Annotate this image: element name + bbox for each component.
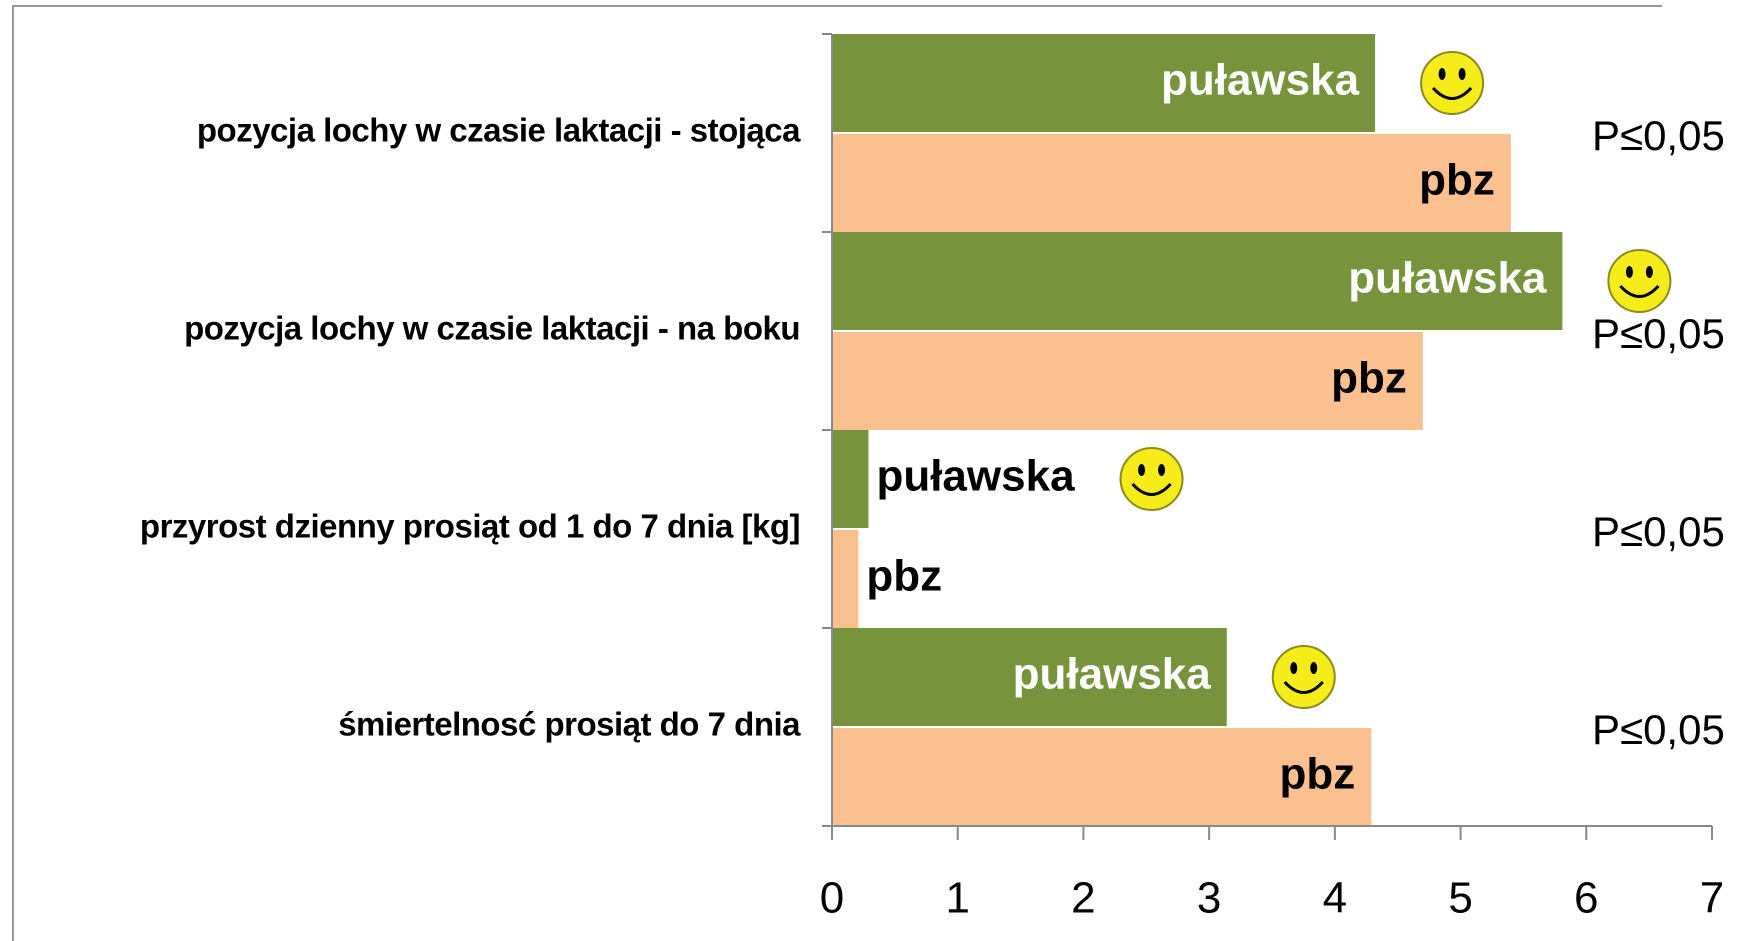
bar xyxy=(832,530,859,628)
smiley-mouth xyxy=(1131,482,1172,496)
bar-label: puławska xyxy=(876,452,1075,501)
category-label: śmiertelnosć prosiąt do 7 dnia xyxy=(338,706,801,743)
category-label: przyrost dzienny prosiąt od 1 do 7 dnia … xyxy=(140,508,800,545)
bar-label: pbz xyxy=(1280,750,1356,799)
bar-label: pbz xyxy=(1331,354,1407,403)
smiley-face xyxy=(1420,51,1485,115)
smiley-eye xyxy=(1645,266,1653,278)
bar xyxy=(832,728,1372,826)
smiley-mouth xyxy=(1431,86,1473,100)
smiley-eye xyxy=(1158,464,1166,476)
x-tick-label: 3 xyxy=(1197,874,1221,923)
smiley-face xyxy=(1271,645,1336,709)
x-tick-label: 7 xyxy=(1700,874,1724,923)
smiley-eye xyxy=(1458,68,1466,80)
smiley-eye xyxy=(1138,464,1146,476)
x-tick-label: 1 xyxy=(945,874,969,923)
bar-label: puławska xyxy=(1161,56,1360,105)
x-tick-label: 0 xyxy=(820,874,844,923)
smiley-mouth xyxy=(1283,680,1324,694)
bar-label: puławska xyxy=(1013,650,1212,699)
x-tick-label: 4 xyxy=(1323,874,1347,923)
bar xyxy=(832,332,1423,430)
smiley-icon xyxy=(1607,249,1672,313)
bar-label: puławska xyxy=(1348,254,1547,303)
x-tick-label: 5 xyxy=(1448,874,1472,923)
smiley-face xyxy=(1607,249,1672,313)
smiley-eye xyxy=(1438,68,1446,80)
x-tick-label: 2 xyxy=(1071,874,1095,923)
smiley-icon xyxy=(1271,645,1336,709)
bar xyxy=(832,134,1511,232)
smiley-icon xyxy=(1119,447,1184,511)
smiley-eye xyxy=(1290,662,1298,674)
category-label: pozycja lochy w czasie laktacji - na bok… xyxy=(184,310,800,347)
smiley-face xyxy=(1119,447,1184,511)
bar xyxy=(832,430,869,528)
smiley-eye xyxy=(1310,662,1318,674)
annotation: P≤0,05 xyxy=(1592,310,1725,357)
smiley-eye xyxy=(1625,266,1633,278)
frame xyxy=(12,5,1662,941)
smiley-mouth xyxy=(1619,284,1660,298)
x-tick-label: 6 xyxy=(1574,874,1598,923)
bar xyxy=(832,628,1227,726)
bar xyxy=(832,34,1376,132)
annotation: P≤0,05 xyxy=(1592,112,1725,159)
smiley-icon xyxy=(1420,51,1485,115)
bar xyxy=(832,232,1563,330)
annotation: P≤0,05 xyxy=(1592,508,1725,555)
annotation: P≤0,05 xyxy=(1592,706,1725,753)
bar-label: pbz xyxy=(1419,156,1495,205)
bar-label: pbz xyxy=(866,552,942,601)
category-label: pozycja lochy w czasie laktacji - stojąc… xyxy=(197,112,801,149)
